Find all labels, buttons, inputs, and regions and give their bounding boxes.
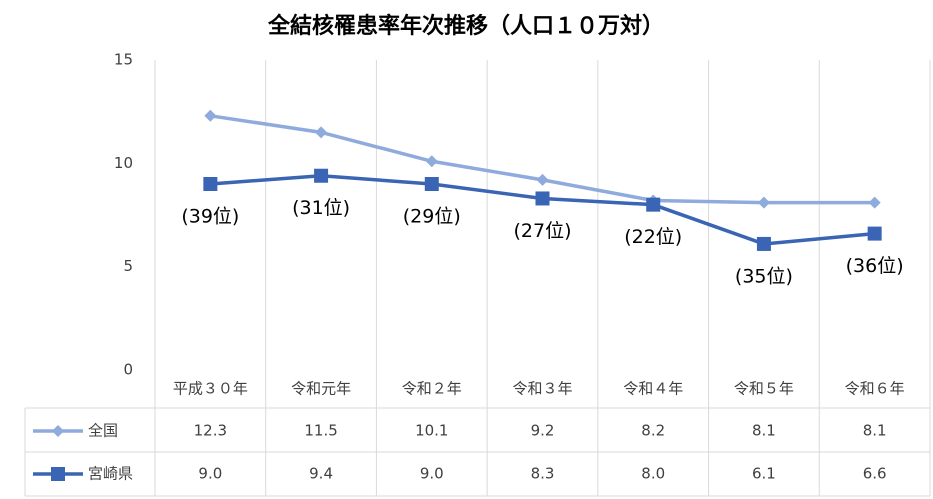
- table-value: 9.4: [309, 465, 333, 483]
- x-tick-label: 平成３０年: [173, 380, 248, 398]
- marker: [424, 177, 439, 191]
- table-value: 9.0: [198, 465, 222, 483]
- annotation: (39位): [181, 206, 239, 228]
- annotation: (22位): [624, 226, 682, 248]
- marker: [867, 226, 882, 241]
- marker: [756, 236, 771, 251]
- legend-label: 全国: [88, 422, 118, 440]
- table-value: 11.5: [304, 422, 337, 440]
- table-value: 6.6: [863, 465, 887, 483]
- marker: [203, 177, 218, 191]
- table-value: 8.1: [863, 422, 887, 440]
- x-tick-label: 令和２年: [402, 380, 462, 398]
- series-line: [210, 114, 875, 205]
- marker: [535, 191, 550, 206]
- marker: [315, 126, 328, 139]
- x-tick-label: 令和３年: [512, 380, 572, 398]
- annotation: (31位): [292, 197, 350, 219]
- annotation: (29位): [403, 206, 461, 228]
- table-value: 10.1: [415, 422, 448, 440]
- marker: [51, 467, 65, 481]
- marker: [757, 196, 770, 209]
- marker: [868, 196, 881, 209]
- chart-title: 全結核罹患率年次推移（人口１０万対）: [267, 13, 664, 39]
- x-tick-label: 令和元年: [291, 380, 351, 398]
- annotation: (35位): [735, 265, 793, 287]
- table-value: 8.1: [752, 422, 776, 440]
- table-value: 9.0: [420, 465, 444, 483]
- x-tick-label: 令和５年: [734, 380, 794, 398]
- table-value: 8.2: [641, 422, 665, 440]
- y-tick-label: 15: [114, 51, 133, 69]
- table-value: 6.1: [752, 465, 776, 483]
- table-value: 9.2: [531, 422, 555, 440]
- marker: [536, 173, 549, 186]
- table-value: 8.0: [641, 465, 665, 483]
- x-tick-label: 令和６年: [845, 380, 905, 398]
- marker: [204, 109, 217, 122]
- table-value: 8.3: [531, 465, 555, 483]
- legend-label: 宮崎県: [88, 465, 133, 483]
- x-tick-label: 令和４年: [623, 380, 683, 398]
- y-tick-label: 10: [114, 154, 133, 172]
- annotation: (27位): [513, 220, 571, 242]
- marker: [646, 197, 661, 212]
- y-tick-label: 0: [123, 361, 133, 379]
- table-value: 12.3: [194, 422, 227, 440]
- marker: [52, 425, 64, 437]
- annotation: (36位): [846, 255, 904, 277]
- marker: [425, 155, 438, 168]
- y-tick-label: 5: [123, 257, 133, 275]
- marker: [314, 168, 329, 183]
